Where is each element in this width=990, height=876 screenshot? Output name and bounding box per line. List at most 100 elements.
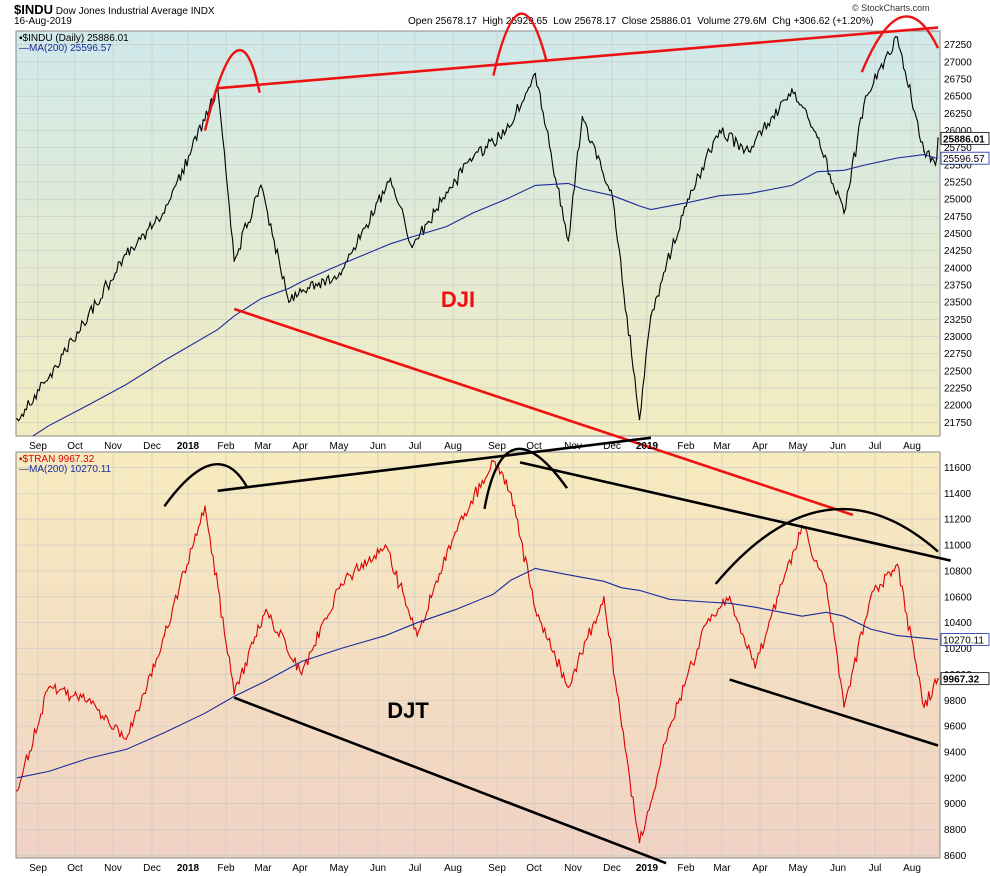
djt-price-point bbox=[454, 531, 457, 533]
y-tick-label: 9000 bbox=[944, 799, 967, 810]
djt-price-point bbox=[204, 505, 206, 508]
djt-ma200-series bbox=[16, 567, 939, 779]
djt-price-point bbox=[705, 621, 708, 624]
djt-price-point bbox=[869, 596, 872, 598]
x-tick-label: 2018 bbox=[177, 441, 200, 452]
y-tick-label: 23750 bbox=[944, 280, 972, 291]
y-tick-label: 26500 bbox=[944, 92, 972, 103]
dji-trendline bbox=[217, 26, 939, 90]
djt-legend-ma: —MA(200) 10270.11 bbox=[19, 464, 112, 475]
x-tick-label: 2019 bbox=[636, 441, 659, 452]
djt-price-point bbox=[896, 563, 899, 566]
dji-ma200-series bbox=[31, 154, 939, 436]
x-tick-label: Sep bbox=[29, 441, 47, 452]
djt-arc bbox=[483, 447, 569, 510]
djt-price-point bbox=[843, 705, 845, 708]
x-tick-label: Oct bbox=[526, 441, 542, 452]
x-tick-label: Aug bbox=[903, 863, 921, 874]
x-tick-label: Aug bbox=[444, 863, 462, 874]
djt-price-point bbox=[638, 841, 641, 844]
dji-price-point bbox=[864, 95, 867, 98]
y-tick-label: 22500 bbox=[944, 366, 972, 377]
index-name: Dow Jones Industrial Average bbox=[55, 6, 188, 17]
djt-last-value-label: 9967.32 bbox=[943, 675, 980, 686]
y-tick-label: 10200 bbox=[944, 644, 972, 655]
djt-price-point bbox=[300, 673, 303, 676]
y-tick-label: 24750 bbox=[944, 212, 972, 223]
djt-annotation-label: DJT bbox=[387, 698, 429, 723]
y-tick-label: 26000 bbox=[944, 126, 972, 137]
dji-price-point bbox=[87, 315, 89, 317]
symbol-label: $INDU bbox=[14, 2, 54, 17]
djt-price-point bbox=[416, 634, 418, 637]
y-tick-label: 22750 bbox=[944, 349, 972, 360]
djt-ma-value-box: 10270.11 bbox=[940, 633, 990, 646]
x-tick-label: Jul bbox=[869, 441, 882, 452]
x-tick-label: May bbox=[330, 441, 349, 452]
djt-price-point bbox=[825, 583, 828, 585]
dji-arc bbox=[860, 15, 940, 73]
x-tick-label: Dec bbox=[603, 863, 621, 874]
x-tick-label: Dec bbox=[603, 441, 621, 452]
y-tick-label: 25500 bbox=[944, 160, 972, 171]
y-tick-label: 11200 bbox=[944, 515, 972, 526]
y-tick-label: 24250 bbox=[944, 246, 972, 257]
x-tick-label: Sep bbox=[488, 863, 506, 874]
x-tick-label: Apr bbox=[752, 863, 768, 874]
y-tick-label: 24500 bbox=[944, 229, 972, 240]
djt-price-point bbox=[87, 699, 89, 702]
y-tick-label: 22250 bbox=[944, 383, 972, 394]
dji-price-point bbox=[686, 198, 689, 200]
source-watermark: © StockCharts.com bbox=[852, 3, 930, 13]
x-tick-label: Oct bbox=[526, 863, 542, 874]
dji-price-point bbox=[896, 36, 899, 39]
djt-price-point bbox=[923, 705, 925, 708]
x-tick-label: Jul bbox=[869, 863, 882, 874]
y-tick-label: 10400 bbox=[944, 618, 972, 629]
dji-price-point bbox=[934, 164, 937, 166]
dji-price-series bbox=[16, 35, 939, 422]
y-tick-label: 27250 bbox=[944, 40, 972, 51]
djt-price-point bbox=[340, 583, 342, 585]
dji-price-point bbox=[816, 136, 819, 139]
x-tick-label: May bbox=[789, 441, 808, 452]
high-value: 25929.65 bbox=[505, 16, 548, 27]
date-label: 16-Aug-2019 bbox=[14, 16, 72, 27]
x-tick-label: Jul bbox=[409, 863, 422, 874]
y-tick-label: 27000 bbox=[944, 57, 972, 68]
djt-trendline bbox=[233, 696, 667, 865]
x-tick-label: Nov bbox=[564, 863, 582, 874]
djt-price-point bbox=[780, 583, 783, 585]
djt-price-point bbox=[47, 686, 50, 689]
ohlc-readout: Open 25678.17 High 25929.65 Low 25678.17… bbox=[408, 16, 874, 27]
dji-price-point bbox=[567, 239, 570, 242]
dji-price-point bbox=[16, 418, 18, 420]
x-tick-label: Mar bbox=[254, 863, 272, 874]
x-tick-label: Jun bbox=[830, 863, 846, 874]
djt-price-point bbox=[233, 692, 236, 695]
y-tick-label: 23250 bbox=[944, 315, 972, 326]
x-tick-label: Sep bbox=[488, 441, 506, 452]
djt-price-series bbox=[16, 459, 939, 843]
djt-trendline bbox=[519, 461, 951, 562]
y-tick-label: 25000 bbox=[944, 195, 972, 206]
low-value: 25678.17 bbox=[574, 16, 617, 27]
x-tick-label: Feb bbox=[677, 441, 695, 452]
x-tick-label: 2019 bbox=[636, 863, 659, 874]
x-tick-label: Jun bbox=[830, 441, 846, 452]
x-tick-label: Jun bbox=[370, 441, 386, 452]
dji-price-point bbox=[47, 376, 50, 379]
dji-price-point bbox=[340, 273, 342, 276]
x-tick-label: Mar bbox=[254, 441, 272, 452]
x-tick-label: Jul bbox=[409, 441, 422, 452]
djt-price-point bbox=[754, 667, 756, 669]
dji-price-point bbox=[791, 88, 793, 91]
djt-price-point bbox=[125, 738, 128, 740]
dji-last-value-box: 25886.01 bbox=[940, 131, 990, 145]
close-value: 25886.01 bbox=[649, 16, 692, 27]
x-tick-label: Jun bbox=[370, 863, 386, 874]
djt-price-point bbox=[163, 634, 166, 637]
chart-title: $INDU Dow Jones Industrial Average INDX bbox=[14, 2, 215, 17]
x-tick-label: Feb bbox=[217, 863, 235, 874]
